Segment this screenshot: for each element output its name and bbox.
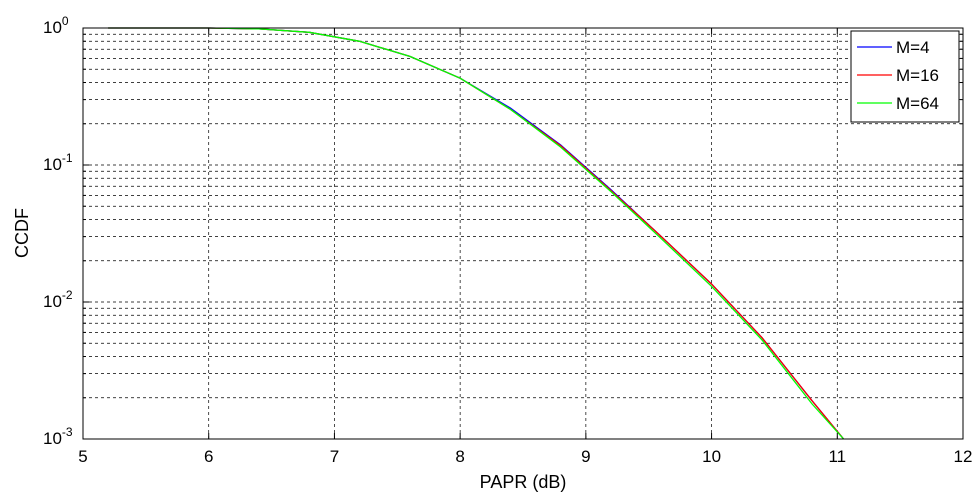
x-tick-label: 12 xyxy=(954,447,973,466)
y-axis-label: CCDF xyxy=(12,208,32,258)
x-tick-label: 6 xyxy=(204,447,213,466)
ticks xyxy=(82,28,964,440)
legend-label: M=16 xyxy=(896,66,939,85)
series-group xyxy=(108,27,845,440)
x-tick-label: 8 xyxy=(455,447,464,466)
y-tick-label: 10-3 xyxy=(43,425,73,448)
x-tick-label: 5 xyxy=(78,447,87,466)
legend-label: M=4 xyxy=(896,38,930,57)
legend-label: M=64 xyxy=(896,94,939,113)
plot-frame xyxy=(82,27,964,440)
y-tick-label: 100 xyxy=(43,14,69,37)
grid xyxy=(83,28,963,439)
y-tick-labels: 100 10-1 10-2 10-3 xyxy=(43,14,73,448)
x-tick-labels: 5 6 7 8 9 10 11 12 xyxy=(78,447,972,466)
y-tick-label: 10-2 xyxy=(43,288,73,311)
legend-box xyxy=(850,30,960,123)
x-tick-label: 9 xyxy=(581,447,590,466)
plot-background xyxy=(83,28,963,439)
x-tick-label: 7 xyxy=(330,447,339,466)
legend: M=4 M=16 M=64 xyxy=(850,30,960,123)
x-tick-label: 11 xyxy=(828,447,846,466)
x-tick-label: 10 xyxy=(702,447,721,466)
x-axis-label: PAPR (dB) xyxy=(480,472,567,492)
y-tick-label: 10-1 xyxy=(43,151,73,174)
series-line-m-64 xyxy=(108,27,845,440)
